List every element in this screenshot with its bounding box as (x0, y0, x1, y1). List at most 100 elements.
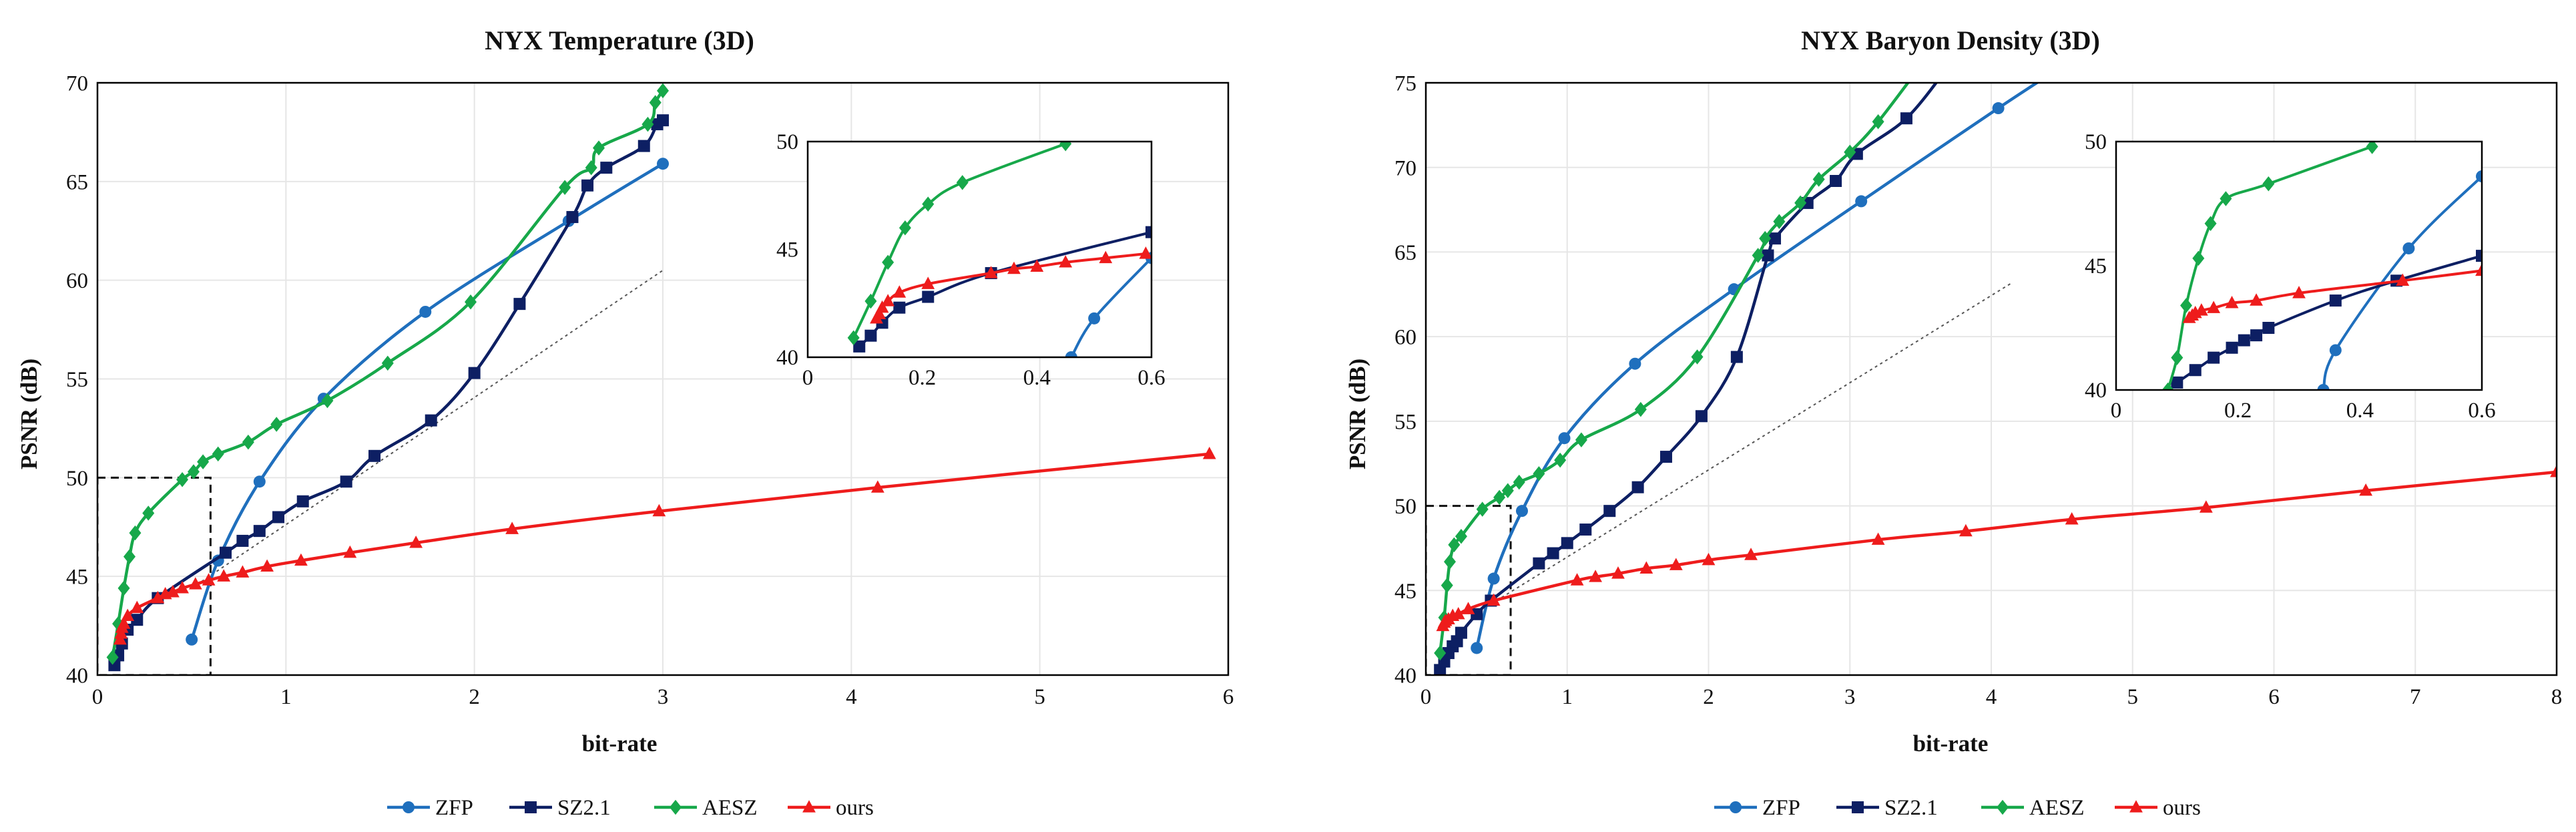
left-inset-x-tick-label: 0.6 (1137, 366, 1165, 390)
left-inset-marker-sz2-1 (864, 329, 877, 342)
left-y-tick-label: 60 (66, 269, 88, 293)
left-marker-ours (166, 585, 180, 598)
left-inset-marker-ours (1030, 259, 1044, 272)
left-inset-marker-ours (872, 306, 886, 320)
left-y-tick-label: 45 (66, 566, 88, 590)
right-inset-frame (2115, 140, 2483, 391)
legend-label-zfp: ZFP (435, 796, 473, 820)
right-marker-zfp (1471, 642, 1483, 654)
legend-marker-ours (802, 800, 816, 813)
right-inset-marker-aesz (2204, 216, 2217, 232)
left-inset-marker-ours (921, 276, 935, 289)
left-marker-sz2-1 (340, 475, 352, 488)
legend-label-ours: ours (836, 796, 874, 820)
legend-item-sz2-1: SZ2.1 (509, 796, 611, 820)
right-marker-sz2-1 (1762, 249, 1774, 262)
left-x-tick-label: 4 (846, 685, 857, 709)
left-marker-aesz (197, 454, 210, 469)
right-inset-marker-sz2-1 (2262, 322, 2275, 334)
right-x-tick-label: 0 (1421, 685, 1432, 709)
left-x-axis-label: bit-rate (582, 731, 658, 757)
right-marker-sz2-1 (1659, 451, 1672, 463)
right-inset-x-tick-label: 0.4 (2346, 399, 2374, 423)
right-marker-aesz (1794, 195, 1807, 211)
left-inset-y-tick-label: 45 (776, 238, 798, 262)
left-inset-plot: 0 0.2 0.4 0.6 40 45 50 (776, 130, 1166, 390)
left-marker-ours (870, 480, 884, 493)
right-x-tick-label: 5 (2127, 685, 2139, 709)
left-marker-ours (202, 573, 216, 586)
right-marker-aesz (1575, 432, 1587, 447)
legend-marker-ours (2129, 800, 2143, 813)
right-inset-marker-zfp (2402, 242, 2415, 254)
right-inset-marker-sz2-1 (2476, 250, 2482, 262)
left-inset-marker-ours (881, 294, 895, 306)
right-marker-ours (1744, 548, 1758, 560)
right-x-tick-label: 1 (1562, 685, 1573, 709)
right-marker-aesz (1554, 452, 1567, 468)
left-marker-ours (151, 590, 165, 604)
right-marker-aesz (1752, 248, 1764, 263)
right-inset-series-group (2161, 142, 2482, 390)
right-marker-aesz (1455, 528, 1467, 544)
left-x-tick-label: 3 (658, 685, 669, 709)
right-marker-aesz (1448, 537, 1461, 553)
right-inset-marker-sz2-1 (2250, 329, 2263, 342)
left-marker-ours (121, 608, 135, 621)
left-marker-sz2-1 (637, 140, 650, 152)
left-marker-sz2-1 (219, 546, 232, 559)
left-marker-aesz (106, 650, 119, 665)
legend-item-aesz: AESZ (654, 796, 758, 820)
legend-item-zfp: ZFP (1714, 796, 1800, 820)
right-inset-background (2116, 142, 2482, 390)
right-marker-aesz (1634, 401, 1647, 417)
right-marker-aesz (1773, 214, 1786, 230)
right-marker-aesz (1441, 578, 1453, 593)
right-marker-sz2-1 (1943, 60, 1955, 72)
left-marker-aesz (641, 116, 654, 132)
legend-marker-zfp (403, 801, 415, 813)
left-inset-marker-ours (1059, 255, 1073, 268)
left-marker-ours (130, 600, 144, 614)
legend-marker-zfp (1730, 801, 1742, 813)
right-marker-zfp (1629, 357, 1641, 370)
right-marker-aesz (1533, 466, 1545, 481)
right-marker-sz2-1 (1579, 524, 1592, 536)
left-inset-marker-zfp (1088, 312, 1101, 325)
right-reference-line (1496, 282, 2013, 602)
right-inset-marker-aesz (2180, 298, 2193, 313)
left-marker-sz2-1 (272, 511, 285, 524)
right-marker-aesz (1759, 230, 1772, 246)
left-chart: NYX Temperature (3D) bit-rate PSNR (dB) … (16, 25, 1234, 757)
legend-item-ours: ours (2115, 796, 2201, 820)
left-marker-aesz (559, 180, 571, 195)
left-marker-aesz (129, 525, 142, 541)
left-inset-marker-aesz (1059, 142, 1072, 152)
left-inset-frame (806, 140, 1153, 359)
right-marker-aesz (1872, 114, 1884, 130)
right-marker-ours (1487, 593, 1501, 606)
right-y-axis-label: PSNR (dB) (1344, 359, 1370, 469)
right-marker-aesz (1434, 645, 1447, 661)
right-marker-ours (1959, 524, 1973, 537)
left-marker-aesz (593, 140, 605, 156)
right-inset-marker-sz2-1 (2238, 334, 2250, 347)
right-marker-ours (2199, 500, 2213, 513)
left-inset-marker-ours (984, 266, 998, 278)
right-marker-zfp (1558, 432, 1571, 445)
right-marker-sz2-1 (1769, 232, 1782, 245)
left-inset-marker-ours (875, 300, 889, 313)
right-marker-sz2-1 (1547, 547, 1559, 560)
legend-label-sz2-1: SZ2.1 (1884, 796, 1938, 820)
left-marker-ours (505, 522, 519, 534)
right-inset-marker-aesz (2161, 382, 2174, 390)
left-x-tick-label: 0 (92, 685, 103, 709)
left-marker-sz2-1 (581, 179, 594, 192)
right-inset-marker-sz2-1 (2171, 376, 2183, 389)
right-marker-aesz (1493, 489, 1506, 505)
left-marker-zfp (253, 475, 266, 488)
left-inset-marker-aesz (922, 196, 935, 212)
right-x-tick-label: 3 (1844, 685, 1856, 709)
right-marker-ours (1871, 532, 1885, 545)
